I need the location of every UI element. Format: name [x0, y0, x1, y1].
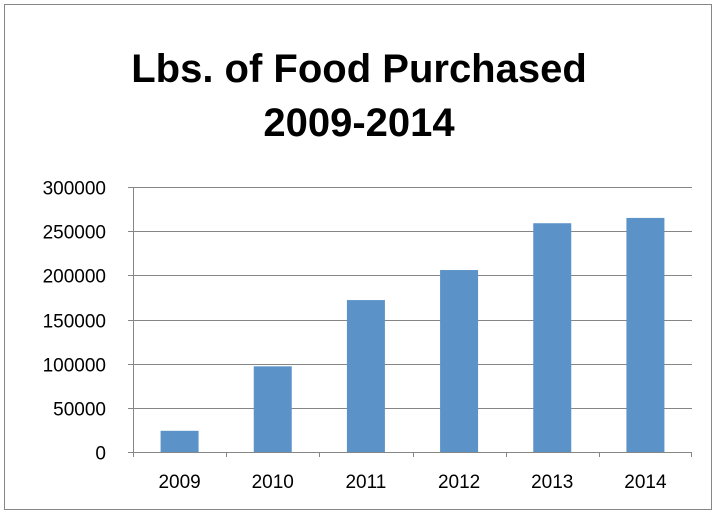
y-tick-label-50000: 50000 — [53, 400, 106, 421]
x-tick-label-2011: 2011 — [345, 472, 386, 493]
chart-title-line-1: Lbs. of Food Purchased — [131, 47, 587, 91]
y-tick-label-200000: 200000 — [43, 267, 106, 288]
bar-2012 — [440, 270, 479, 452]
y-tick-label-150000: 150000 — [43, 312, 106, 333]
chart-title: Lbs. of Food Purchased 2009-2014 — [0, 42, 718, 150]
chart-title-line-2: 2009-2014 — [263, 101, 455, 145]
bar-2009 — [160, 430, 199, 452]
x-tick-label-2012: 2012 — [438, 472, 480, 493]
bar-2014 — [626, 217, 665, 452]
bar-2010 — [253, 366, 292, 452]
y-tick-label-250000: 250000 — [43, 223, 106, 244]
y-tick-label-0: 0 — [95, 444, 106, 465]
x-tick-label-2013: 2013 — [531, 472, 573, 493]
x-tick-label-2014: 2014 — [624, 472, 667, 493]
bar-2013 — [533, 223, 572, 452]
y-tick-label-100000: 100000 — [43, 356, 106, 377]
y-tick-label-300000: 300000 — [43, 179, 106, 200]
x-tick-label-2009: 2009 — [158, 472, 200, 493]
bar-2011 — [346, 300, 385, 452]
x-tick-label-2010: 2010 — [252, 472, 294, 493]
